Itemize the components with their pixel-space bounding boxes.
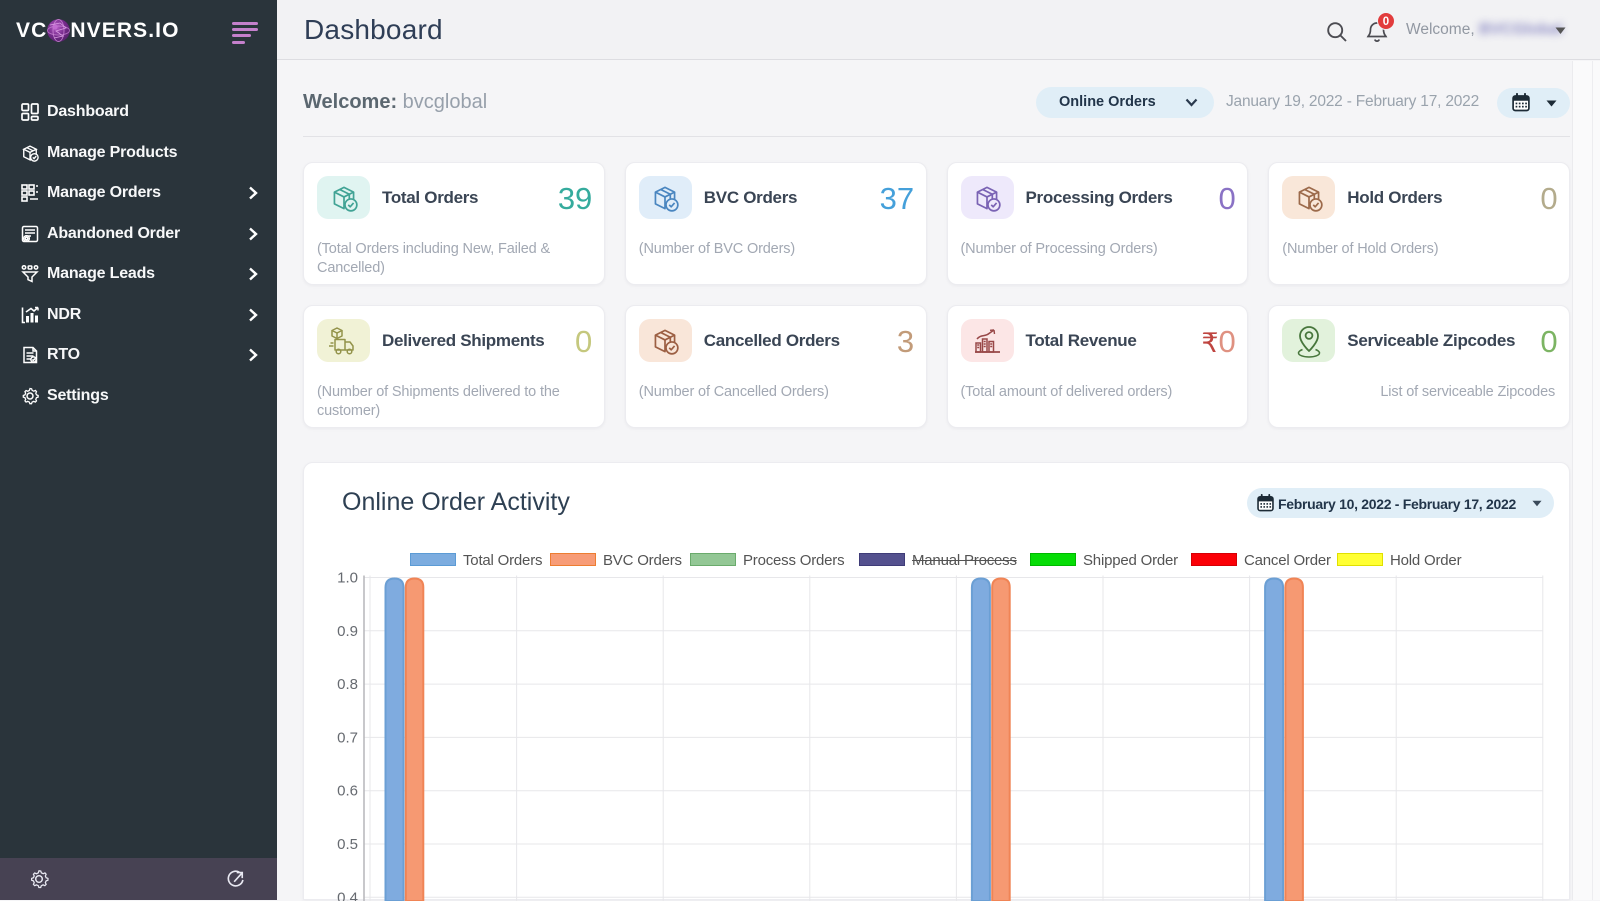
- svg-text:0.8: 0.8: [337, 676, 358, 693]
- svg-text:0.5: 0.5: [337, 836, 358, 853]
- svg-text:0.4: 0.4: [337, 889, 358, 901]
- svg-text:0.7: 0.7: [337, 729, 358, 746]
- svg-text:1.0: 1.0: [337, 570, 358, 587]
- svg-text:0.6: 0.6: [337, 783, 358, 800]
- svg-text:0.9: 0.9: [337, 623, 358, 640]
